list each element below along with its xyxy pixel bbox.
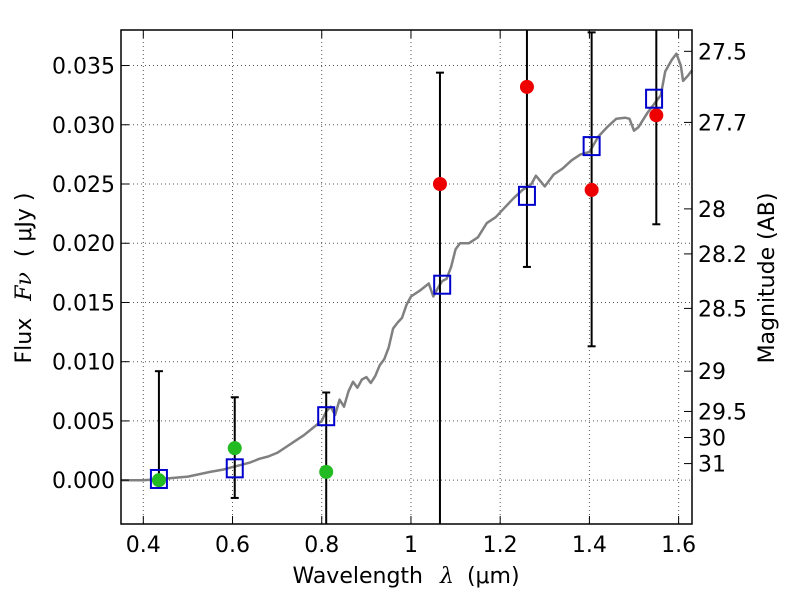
x-tick-label: 0.4 <box>126 533 161 558</box>
plot-frame <box>120 29 693 525</box>
magnitude-tick-label: 28 <box>698 198 726 223</box>
magnitude-tick-label: 27.5 <box>698 40 747 65</box>
x-axis-label-text: Wavelength <box>292 564 423 589</box>
magnitude-tick-label: 27.7 <box>698 111 747 136</box>
magnitude-tick-label: 28.5 <box>698 297 747 322</box>
y-tick-label: 0.020 <box>52 232 115 257</box>
model-photometry-point <box>317 406 336 427</box>
x-tick-label: 0.8 <box>304 533 339 558</box>
magnitude-tick-label: 31 <box>698 453 726 478</box>
grid <box>121 30 692 524</box>
data-markers <box>149 79 664 489</box>
model-photometry-point <box>433 274 452 295</box>
observed-point <box>227 441 242 456</box>
y-axis-label-unit: ( μJy ) <box>12 192 37 257</box>
magnitude-tick-label: 30 <box>698 427 726 452</box>
magnitude-axis-label: Magnitude (AB) <box>755 193 780 364</box>
axis-ticks: 0.4 0.6 0.8 1 1.2 1.4 1.6 0.000 0.005 0.010 0.015 0… <box>52 30 747 558</box>
x-axis-label-symbol: λ <box>439 564 454 589</box>
y-axis-label-text: Flux <box>12 318 37 364</box>
magnitude-tick-label: 28.2 <box>698 243 747 268</box>
model-spectrum-line <box>121 52 693 482</box>
x-tick-label: 1.2 <box>483 533 518 558</box>
y-tick-label: 0.035 <box>52 55 115 80</box>
x-tick-label: 1.4 <box>572 533 607 558</box>
y-tick-label: 0.030 <box>52 114 115 139</box>
model-photometry-point <box>517 185 536 206</box>
x-tick-label: 1 <box>404 533 418 558</box>
y-axis-label: Flux Fν ( μJy ) <box>12 192 37 363</box>
y-axis-label-symbol: Fν <box>12 272 37 302</box>
x-tick-label: 0.6 <box>215 533 250 558</box>
x-axis-label: Wavelength λ (μm) <box>292 564 519 589</box>
magnitude-tick-label: 29 <box>698 360 726 385</box>
observed-point <box>519 79 534 94</box>
observed-point <box>649 108 664 123</box>
y-tick-label: 0.015 <box>52 291 115 316</box>
model-photometry-point <box>149 468 168 489</box>
observed-point <box>584 182 599 197</box>
y-tick-label: 0.000 <box>52 469 115 494</box>
y-tick-label: 0.005 <box>52 410 115 435</box>
x-tick-label: 1.6 <box>661 533 696 558</box>
observed-point <box>319 464 334 479</box>
y-tick-label: 0.025 <box>52 173 115 198</box>
observed-point <box>432 177 447 192</box>
y-tick-label: 0.010 <box>52 351 115 376</box>
model-photometry-point <box>582 136 601 157</box>
model-photometry-point <box>645 88 664 109</box>
magnitude-tick-label: 29.5 <box>698 400 747 425</box>
model-spectrum-path <box>121 52 693 482</box>
x-axis-label-unit: (μm) <box>467 564 520 589</box>
observed-point <box>151 473 166 488</box>
model-photometry-point <box>225 458 244 479</box>
